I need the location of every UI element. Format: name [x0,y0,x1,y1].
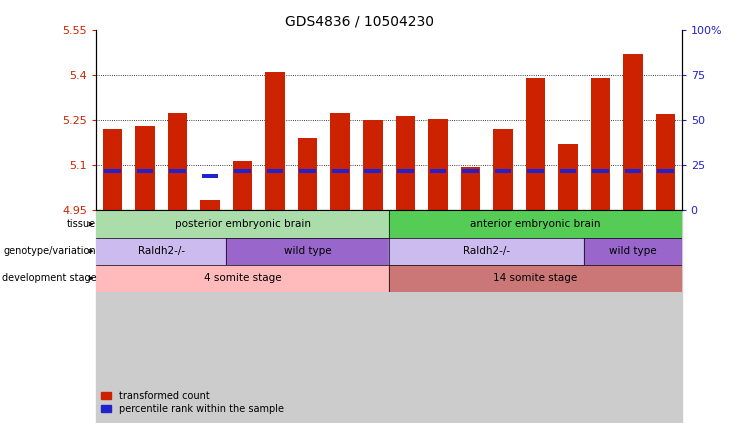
Bar [396,115,415,211]
Bar [137,169,153,173]
Text: Raldh2-/-: Raldh2-/- [138,246,185,256]
Bar [298,138,317,211]
Bar [389,238,584,265]
Bar [233,161,253,211]
Bar [657,169,674,173]
Bar [461,167,480,211]
Legend: transformed count, percentile rank within the sample: transformed count, percentile rank withi… [102,391,284,414]
Bar [259,211,291,423]
Bar [487,211,519,423]
Bar [330,113,350,211]
Bar [363,120,382,211]
Bar [617,211,649,423]
Bar [389,265,682,292]
Bar [129,211,162,423]
Bar [162,211,194,423]
Bar [525,78,545,211]
Bar [291,211,324,423]
Bar [656,114,675,211]
Text: wild type: wild type [284,246,331,256]
Bar [389,211,422,423]
Bar [356,211,389,423]
Bar [265,72,285,211]
Bar [649,211,682,423]
Bar [200,200,220,211]
Title: GDS4836 / 10504230: GDS4836 / 10504230 [285,14,434,28]
Bar [428,118,448,211]
Text: genotype/variation: genotype/variation [4,246,96,256]
Bar [397,169,413,173]
Bar [584,211,617,423]
Bar [527,169,544,173]
Bar [454,211,487,423]
Bar [365,169,381,173]
Bar [202,174,219,178]
Bar [136,126,155,211]
Bar [559,169,576,173]
Bar [623,54,642,211]
Text: 14 somite stage: 14 somite stage [494,273,577,283]
Bar [324,211,356,423]
Bar [104,169,121,173]
Text: tissue: tissue [67,219,96,229]
Bar [584,238,682,265]
Bar [227,211,259,423]
Bar [389,211,682,238]
Bar [591,78,610,211]
Bar [194,211,227,423]
Text: development stage: development stage [1,273,96,283]
Text: posterior embryonic brain: posterior embryonic brain [175,219,310,229]
Bar [519,211,551,423]
Bar [267,169,284,173]
Text: Raldh2-/-: Raldh2-/- [463,246,510,256]
Bar [96,211,129,423]
Bar [625,169,641,173]
Bar [592,169,608,173]
Bar [168,113,187,211]
Bar [430,169,446,173]
Bar [494,169,511,173]
Text: wild type: wild type [609,246,657,256]
Bar [299,169,316,173]
Bar [422,211,454,423]
Text: 4 somite stage: 4 somite stage [204,273,282,283]
Bar [332,169,348,173]
Bar [96,211,389,238]
Bar [558,144,578,211]
Bar [227,238,389,265]
Bar [96,238,227,265]
Bar [170,169,186,173]
Text: anterior embryonic brain: anterior embryonic brain [470,219,601,229]
Bar [462,169,479,173]
Bar [493,129,513,211]
Bar [103,129,122,211]
Bar [551,211,584,423]
Bar [96,265,389,292]
Bar [234,169,251,173]
